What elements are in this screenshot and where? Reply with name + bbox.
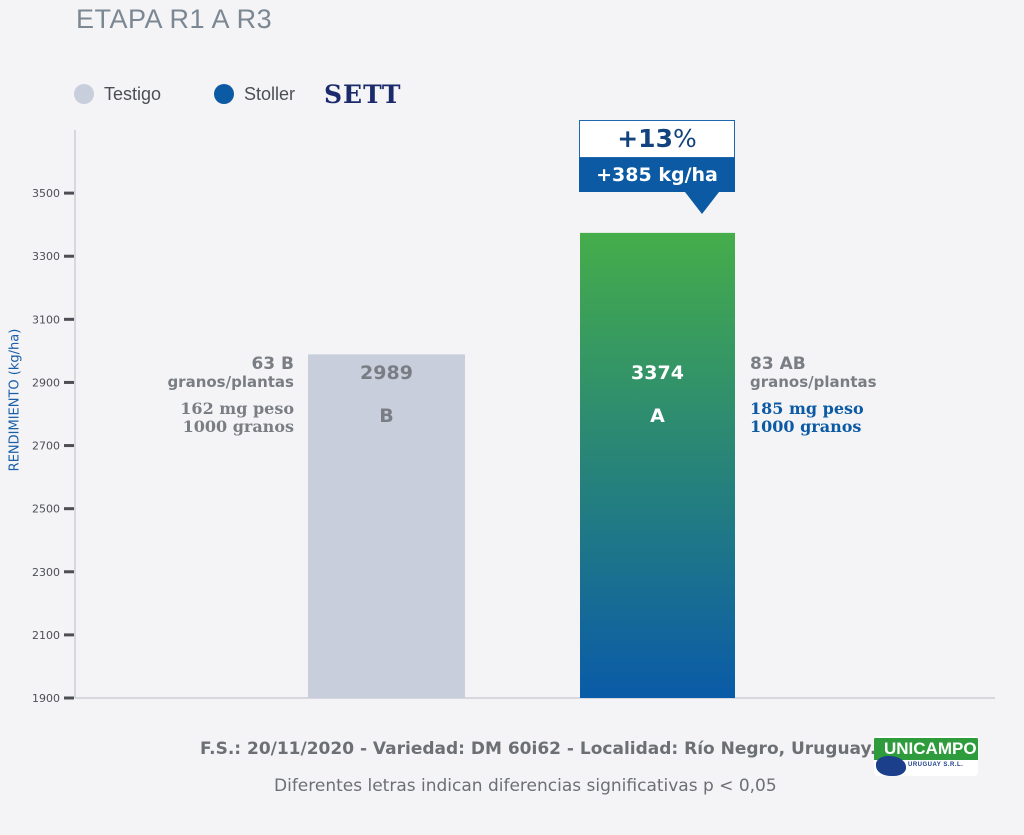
callout-kg: +385 kg/ha — [579, 158, 735, 192]
legend-brand-logo: SETT — [324, 80, 402, 109]
stoller-annotation: 83 AB granos/plantas 185 mg peso 1000 gr… — [750, 355, 877, 436]
stoller-peso-line2: 1000 granos — [750, 417, 862, 436]
chart-title: ETAPA R1 A R3 — [76, 4, 273, 34]
y-tick-mark — [64, 507, 74, 511]
bar-testigo — [308, 354, 465, 698]
legend-testigo-dot — [74, 84, 94, 104]
bar-value-stoller: 3374 — [631, 362, 684, 384]
y-tick-label: 1900 — [32, 692, 60, 705]
testigo-annotation: 63 B granos/plantas 162 mg peso 1000 gra… — [167, 355, 294, 436]
y-tick-label: 3500 — [32, 187, 60, 200]
y-tick-mark — [64, 696, 74, 700]
y-tick-mark — [64, 254, 74, 258]
testigo-peso-line1: 162 mg peso — [180, 399, 294, 418]
logo-name: UNICAMPO — [884, 739, 977, 758]
footer-info: F.S.: 20/11/2020 - Variedad: DM 60i62 - … — [200, 739, 877, 759]
stoller-granos-label: granos/plantas — [750, 373, 877, 391]
legend-stoller-dot — [214, 84, 234, 104]
logo-sub: URUGUAY S.R.L. — [908, 762, 964, 768]
y-tick-mark — [64, 444, 74, 448]
testigo-granos-count: 63 B — [251, 354, 294, 374]
bar-letter-stoller: A — [650, 405, 665, 427]
callout-percent: +13% — [579, 120, 735, 158]
bar-chart: 1900 2100 2300 2500 2700 2900 3100 3300 3500 — [32, 130, 995, 705]
y-tick-label: 2100 — [32, 629, 60, 642]
callout-percent-sign: % — [672, 124, 697, 153]
bar-letter-testigo: B — [379, 405, 394, 427]
y-tick-label: 2500 — [32, 503, 60, 516]
y-tick-label: 3100 — [32, 313, 60, 326]
footer-note: Diferentes letras indican diferencias si… — [274, 776, 777, 796]
y-tick-mark — [64, 380, 74, 384]
y-tick-mark — [64, 191, 74, 195]
y-tick-label: 2900 — [32, 376, 60, 389]
y-tick-mark — [64, 317, 74, 321]
legend-testigo-label: Testigo — [104, 84, 162, 104]
y-tick-mark — [64, 633, 74, 637]
logo-band — [874, 738, 978, 760]
y-tick-mark — [64, 570, 74, 574]
legend-stoller-label: Stoller — [244, 84, 296, 104]
increase-callout: +13% +385 kg/ha — [579, 120, 735, 214]
testigo-granos-label: granos/plantas — [167, 373, 294, 391]
bar-value-testigo: 2989 — [360, 362, 413, 384]
logo-map-icon — [876, 756, 906, 776]
unicampo-logo: UNICAMPO URUGUAY S.R.L. — [874, 736, 978, 776]
y-tick-label: 2700 — [32, 440, 60, 453]
bar-stoller — [580, 232, 735, 699]
callout-pointer — [685, 192, 719, 214]
stoller-peso-line1: 185 mg peso — [750, 399, 864, 418]
y-tick-label: 2300 — [32, 566, 60, 579]
testigo-peso-line2: 1000 granos — [182, 417, 294, 436]
stoller-granos-count: 83 AB — [750, 354, 806, 374]
y-tick-label: 3300 — [32, 250, 60, 263]
callout-percent-number: +13 — [617, 124, 673, 153]
